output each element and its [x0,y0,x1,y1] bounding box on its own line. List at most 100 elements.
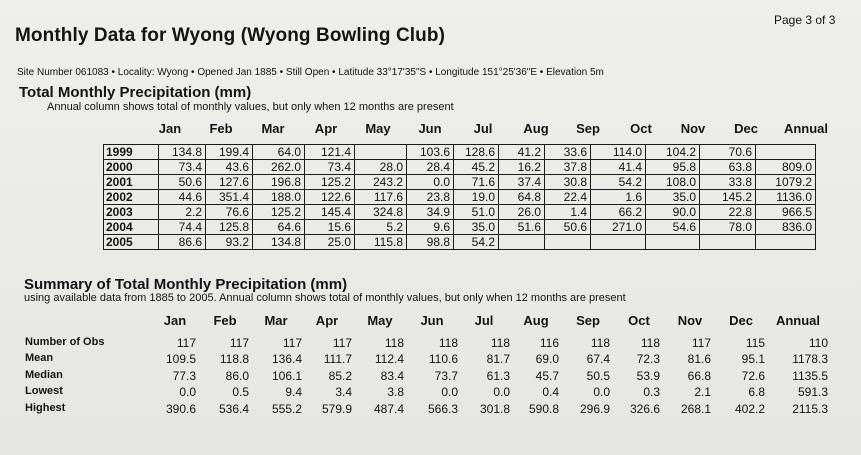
precip-cell: 41.4 [590,159,646,175]
precip-cell: 23.8 [406,189,454,205]
precip-cell: 145.2 [699,189,756,205]
total-header-jan: Jan [158,121,182,136]
summary-value: 53.9 [636,369,660,383]
summary-value: 112.4 [374,352,404,366]
precip-cell: 966.5 [755,204,816,220]
precip-cell: 41.2 [498,144,545,160]
summary-value: 116 [539,336,559,350]
total-header-jul: Jul [473,121,493,136]
summary-value: 117 [176,336,196,350]
summary-value: 61.3 [486,369,510,383]
precip-cell: 2.2 [158,204,206,220]
precip-cell: 64.8 [498,189,545,205]
precip-cell: 114.0 [590,144,646,160]
precip-cell: 1.4 [544,204,591,220]
summary-row-label: Lowest [25,385,63,397]
summary-value: 118 [640,336,660,350]
precip-cell: 74.4 [158,219,206,235]
total-precip-heading: Total Monthly Precipitation (mm) [19,84,252,101]
precip-cell: 16.2 [498,159,545,175]
summary-column-headers: Jan Feb Mar Apr May Jun Jul Aug Sep Oct Nov Dec Annu… [0,313,861,329]
precip-cell: 128.6 [453,144,499,160]
summary-value: 50.5 [586,369,610,383]
summary-value: 115 [745,336,765,350]
precip-cell [354,144,407,160]
precip-cell: 35.0 [645,189,700,205]
summary-header-aug: Aug [523,313,549,328]
precip-cell: 1136.0 [755,189,816,205]
precip-cell [544,234,591,250]
precip-cell: 54.2 [453,234,499,250]
summary-value: 0.0 [593,385,610,399]
total-precip-note: Annual column shows total of monthly val… [47,101,454,113]
precip-cell [498,234,545,250]
precip-cell [645,234,700,250]
precip-cell: 125.2 [304,174,355,190]
table-row: 2000 73.4 43.6 262.0 73.4 28.0 28.4 45.2 16.2 37.… [103,159,816,175]
summary-value: 1178.3 [792,352,828,366]
summary-heading: Summary of Total Monthly Precipitation (… [24,276,348,293]
year-cell: 2003 [103,204,159,220]
summary-header-jun: Jun [420,313,444,328]
precip-cell: 95.8 [645,159,700,175]
summary-value: 118.8 [219,352,249,366]
summary-value: 2.1 [694,385,711,399]
precip-cell: 93.2 [205,234,253,250]
summary-value: 2115.3 [792,402,828,416]
precip-cell: 145.4 [304,204,355,220]
precip-cell: 809.0 [755,159,816,175]
precip-cell: 324.8 [354,204,407,220]
summary-value: 579.9 [321,402,352,416]
summary-row: Highest 390.6 536.4 555.2 579.9 487.4 566.3 301… [0,402,861,416]
summary-row: Number of Obs 117 117 117 117 118 118 118 116 118… [0,336,861,350]
year-cell: 1999 [103,144,159,160]
summary-value: 390.6 [165,402,196,416]
precip-cell: 33.8 [699,174,756,190]
summary-header-feb: Feb [213,313,237,328]
summary-value: 110.6 [428,352,458,366]
summary-value: 106.1 [271,369,302,383]
total-precip-column-headers: Jan Feb Mar Apr May Jun Jul Aug Sep Oct Nov Dec Annu… [0,121,861,137]
summary-value: 118 [490,336,510,350]
summary-value: 0.3 [643,385,660,399]
summary-value: 6.8 [748,385,765,399]
total-header-apr: Apr [314,121,338,136]
table-row: 2001 50.6 127.6 196.8 125.2 243.2 0.0 71.6 37.4 3… [103,174,816,190]
year-cell: 2005 [103,234,159,250]
precip-cell: 125.2 [252,204,305,220]
precip-cell: 35.0 [453,219,499,235]
precip-cell: 22.8 [699,204,756,220]
summary-value: 3.4 [335,385,352,399]
page-title: Monthly Data for Wyong (Wyong Bowling Cl… [15,25,445,46]
total-header-nov: Nov [680,121,706,136]
summary-value: 555.2 [271,402,302,416]
site-info-line: Site Number 061083 • Locality: Wyong • O… [17,67,604,78]
summary-value: 296.9 [579,402,610,416]
summary-value: 402.2 [734,402,765,416]
precip-cell: 134.8 [252,234,305,250]
precip-cell: 51.0 [453,204,499,220]
summary-value: 0.0 [441,385,458,399]
precip-cell: 19.0 [453,189,499,205]
table-row: 1999 134.8 199.4 64.0 121.4 103.6 128.6 41.2 33.… [103,144,816,160]
summary-value: 268.1 [680,402,711,416]
summary-row-label: Highest [25,402,66,414]
summary-header-sep: Sep [576,313,600,328]
precip-cell: 9.6 [406,219,454,235]
total-header-may: May [365,121,391,136]
precip-cell: 104.2 [645,144,700,160]
precip-cell: 63.8 [699,159,756,175]
precip-cell: 28.0 [354,159,407,175]
precip-cell: 836.0 [755,219,816,235]
summary-value: 72.6 [741,369,765,383]
summary-value: 118 [590,336,610,350]
total-header-feb: Feb [209,121,233,136]
precip-cell: 26.0 [498,204,545,220]
total-header-mar: Mar [261,121,285,136]
precip-cell: 37.4 [498,174,545,190]
precip-cell: 73.4 [158,159,206,175]
summary-row-label: Median [25,369,63,381]
precip-cell: 43.6 [205,159,253,175]
summary-value: 591.3 [797,385,828,399]
